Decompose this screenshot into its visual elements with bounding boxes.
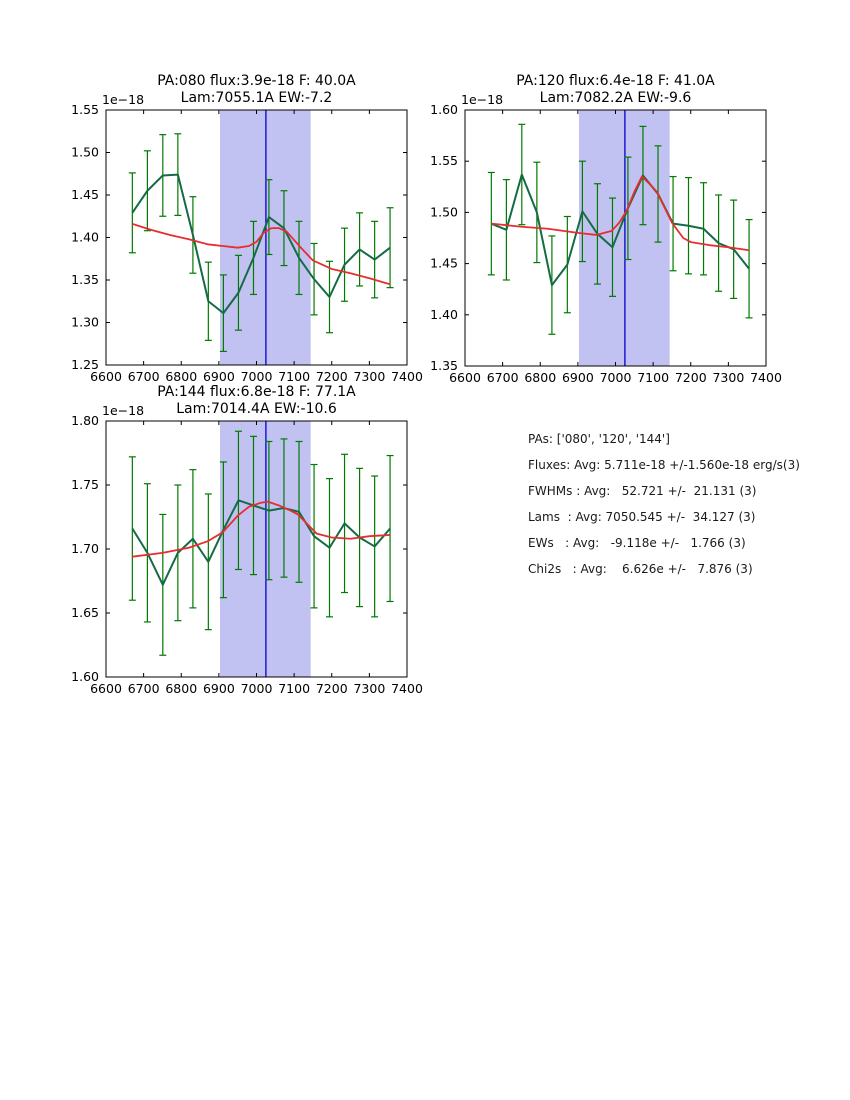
- plot2-title-line2: Lam:7082.2A EW:-9.6: [539, 90, 692, 106]
- svg-text:6700: 6700: [487, 370, 519, 385]
- axis-offset-label: 1e−18: [102, 403, 144, 418]
- svg-text:7200: 7200: [316, 369, 348, 384]
- svg-text:7000: 7000: [241, 369, 273, 384]
- svg-text:1.55: 1.55: [71, 102, 99, 117]
- fit-line: [132, 223, 391, 286]
- svg-text:6800: 6800: [524, 370, 556, 385]
- svg-text:1.45: 1.45: [430, 256, 458, 271]
- svg-text:1.30: 1.30: [71, 315, 99, 330]
- svg-text:6900: 6900: [203, 681, 235, 696]
- plot2-title-line1: PA:120 flux:6.4e-18 F: 41.0A: [516, 73, 715, 89]
- svg-text:7400: 7400: [391, 369, 423, 384]
- svg-text:6700: 6700: [128, 681, 160, 696]
- svg-text:1.55: 1.55: [430, 153, 458, 168]
- spectrum-line: [131, 499, 391, 586]
- fit-line: [491, 175, 750, 252]
- plot3-title-line1: PA:144 flux:6.8e-18 F: 77.1A: [157, 384, 356, 400]
- plot-svg-2: 6600 6700 6800 6900 7000 7100 7200 7300 7400 1.35…: [430, 92, 782, 385]
- svg-text:6800: 6800: [165, 369, 197, 384]
- svg-text:6800: 6800: [165, 681, 197, 696]
- plot-svg-3: 6600 6700 6800 6900 7000 7100 7200 7300 7400 1.60…: [71, 403, 423, 696]
- axis-offset-label: 1e−18: [461, 92, 503, 107]
- stats-line-fluxes: Fluxes: Avg: 5.711e-18 +/-1.560e-18 erg/…: [528, 458, 800, 472]
- svg-text:1.25: 1.25: [71, 357, 99, 372]
- fit-line: [132, 500, 391, 558]
- svg-text:1.35: 1.35: [430, 358, 458, 373]
- svg-text:7100: 7100: [278, 369, 310, 384]
- svg-text:1.75: 1.75: [71, 477, 99, 492]
- svg-text:1.45: 1.45: [71, 187, 99, 202]
- svg-text:7400: 7400: [750, 370, 782, 385]
- svg-text:6900: 6900: [203, 369, 235, 384]
- svg-text:6600: 6600: [90, 369, 122, 384]
- spectrum-line: [131, 173, 391, 315]
- svg-text:7100: 7100: [278, 681, 310, 696]
- svg-text:7400: 7400: [391, 681, 423, 696]
- stats-line-ews: EWs : Avg: -9.118e +/- 1.766 (3): [528, 536, 746, 550]
- stats-line-chi2s: Chi2s : Avg: 6.626e +/- 7.876 (3): [528, 562, 753, 576]
- spectrum-line: [490, 173, 750, 287]
- plot3-title-line2: Lam:7014.4A EW:-10.6: [176, 401, 337, 417]
- tick-labels: 6600 6700 6800 6900 7000 7100 7200 7300 7400 1.25…: [71, 92, 423, 384]
- axis-offset-label: 1e−18: [102, 92, 144, 107]
- svg-text:1.40: 1.40: [71, 230, 99, 245]
- svg-text:6700: 6700: [128, 369, 160, 384]
- svg-text:6600: 6600: [90, 681, 122, 696]
- svg-text:1.50: 1.50: [430, 204, 458, 219]
- svg-text:1.65: 1.65: [71, 605, 99, 620]
- svg-text:7200: 7200: [675, 370, 707, 385]
- svg-text:1.60: 1.60: [71, 669, 99, 684]
- tick-labels: 6600 6700 6800 6900 7000 7100 7200 7300 7400 1.35…: [430, 92, 782, 385]
- axis-ticks: [464, 109, 767, 367]
- svg-text:6600: 6600: [449, 370, 481, 385]
- axis-ticks: [105, 109, 408, 366]
- svg-text:1.35: 1.35: [71, 272, 99, 287]
- svg-text:7100: 7100: [637, 370, 669, 385]
- svg-text:7000: 7000: [241, 681, 273, 696]
- tick-labels: 6600 6700 6800 6900 7000 7100 7200 7300 7400 1.60…: [71, 403, 423, 696]
- svg-text:7000: 7000: [600, 370, 632, 385]
- svg-text:7300: 7300: [712, 370, 744, 385]
- svg-text:6900: 6900: [562, 370, 594, 385]
- svg-text:1.70: 1.70: [71, 541, 99, 556]
- axis-ticks: [105, 420, 408, 678]
- stats-line-pas: PAs: ['080', '120', '144']: [528, 432, 670, 446]
- plot1-title-line1: PA:080 flux:3.9e-18 F: 40.0A: [157, 73, 356, 89]
- svg-text:7200: 7200: [316, 681, 348, 696]
- stats-line-fwhms: FWHMs : Avg: 52.721 +/- 21.131 (3): [528, 484, 757, 498]
- svg-text:7300: 7300: [353, 681, 385, 696]
- svg-text:1.40: 1.40: [430, 307, 458, 322]
- svg-text:1.60: 1.60: [430, 102, 458, 117]
- svg-text:1.50: 1.50: [71, 145, 99, 160]
- stats-line-lams: Lams : Avg: 7050.545 +/- 34.127 (3): [528, 510, 756, 524]
- svg-text:1.80: 1.80: [71, 413, 99, 428]
- stats-panel: PAs: ['080', '120', '144'] Fluxes: Avg: …: [528, 433, 800, 589]
- plot-svg-1: 6600 6700 6800 6900 7000 7100 7200 7300 7400 1.25…: [71, 92, 423, 384]
- svg-text:7300: 7300: [353, 369, 385, 384]
- plot1-title-line2: Lam:7055.1A EW:-7.2: [180, 90, 333, 106]
